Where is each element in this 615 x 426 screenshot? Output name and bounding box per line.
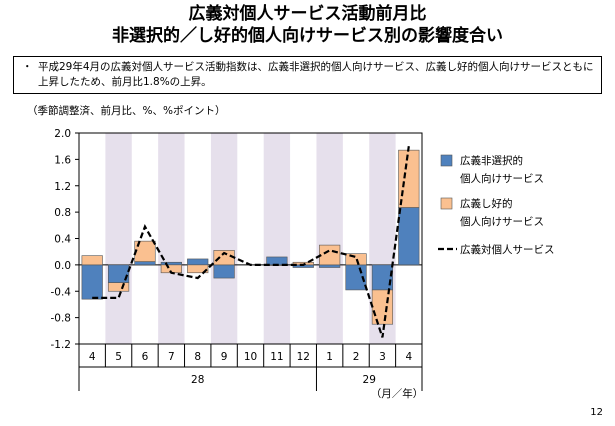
y-tick-label-8: -1.2: [51, 339, 72, 351]
shaded-band-9: [316, 133, 343, 344]
bar-discretionary-10: [345, 253, 367, 266]
shaded-band-3: [158, 133, 185, 344]
legend-label-nonselective-0: 広義非選択的: [460, 154, 523, 167]
bar-discretionary-0: [81, 255, 103, 266]
legend-label-discretionary-0: 広義し好的: [460, 197, 513, 210]
legend-label-nonselective-1: 個人向けサービス: [460, 172, 544, 185]
bar-discretionary-4: [187, 264, 209, 274]
x-tick-label-3: 7: [168, 351, 175, 363]
x-unit-label: （月／年）: [371, 387, 424, 400]
bar-nonselective-5: [213, 264, 235, 279]
bar-nonselective-4: [187, 258, 209, 266]
note-bullet: ・: [22, 61, 33, 73]
x-tick-label-10: 2: [353, 351, 360, 363]
y-tick-label-6: -0.4: [51, 286, 72, 298]
bar-nonselective-12: [398, 207, 420, 266]
bar-nonselective-9: [319, 264, 341, 268]
x-tick-label-12: 4: [405, 351, 412, 363]
page-number: 12: [590, 407, 603, 418]
y-tick-label-4: 0.4: [54, 234, 71, 246]
x-tick-label-1: 5: [115, 351, 122, 363]
legend-label-discretionary-1: 個人向けサービス: [460, 215, 544, 228]
y-tick-label-0: 2.0: [54, 128, 71, 140]
y-tick-label-2: 1.2: [54, 181, 71, 193]
y-tick-label-7: -0.8: [51, 313, 72, 325]
chart-title-line1: 広義対個人サービス活動前月比: [188, 4, 427, 24]
unit-label: （季節調整済、前月比、%、%ポイント）: [27, 105, 226, 117]
bar-discretionary-12: [398, 149, 420, 208]
bar-discretionary-11: [371, 289, 394, 325]
total-line: [92, 146, 410, 338]
x-tick-label-8: 12: [297, 351, 310, 363]
bar-nonselective-2: [134, 261, 156, 266]
legend-swatch-discretionary: [440, 197, 453, 210]
bar-discretionary-9: [319, 244, 341, 266]
x-tick-label-4: 8: [194, 351, 201, 363]
summary-note-box: ・ 平成29年4月の広義対個人サービス活動指数は、広義非選択的個人向けサービス、…: [13, 56, 602, 94]
bar-nonselective-7: [266, 256, 288, 266]
y-tick-label-5: 0.0: [54, 260, 71, 272]
x-tick-label-0: 4: [89, 351, 96, 363]
y-tick-label-3: 0.8: [54, 207, 71, 219]
shaded-band-5: [210, 133, 238, 344]
bar-nonselective-0: [81, 264, 103, 300]
shaded-band-1: [105, 133, 132, 344]
x-tick-label-11: 3: [379, 351, 386, 363]
x-tick-label-6: 10: [244, 351, 257, 363]
shaded-band-7: [263, 133, 291, 344]
bar-discretionary-1: [107, 282, 130, 292]
x-tick-label-7: 11: [270, 351, 283, 363]
year-label-0: 28: [191, 374, 204, 386]
bar-nonselective-11: [371, 264, 394, 291]
legend-label-total: 広義対個人サービス: [460, 243, 555, 256]
bar-nonselective-3: [160, 261, 182, 266]
x-tick-label-2: 6: [142, 351, 149, 363]
summary-note-text: 平成29年4月の広義対個人サービス活動指数は、広義非選択的個人向けサービス、広義…: [38, 61, 594, 88]
legend-swatch-nonselective: [440, 154, 453, 167]
x-tick-label-9: 1: [326, 351, 333, 363]
y-tick-label-1: 1.6: [54, 154, 71, 166]
year-label-1: 29: [363, 374, 376, 386]
chart-title-line2: 非選択的／し好的個人向けサービス別の影響度合い: [112, 26, 503, 46]
x-tick-label-5: 9: [221, 351, 228, 363]
